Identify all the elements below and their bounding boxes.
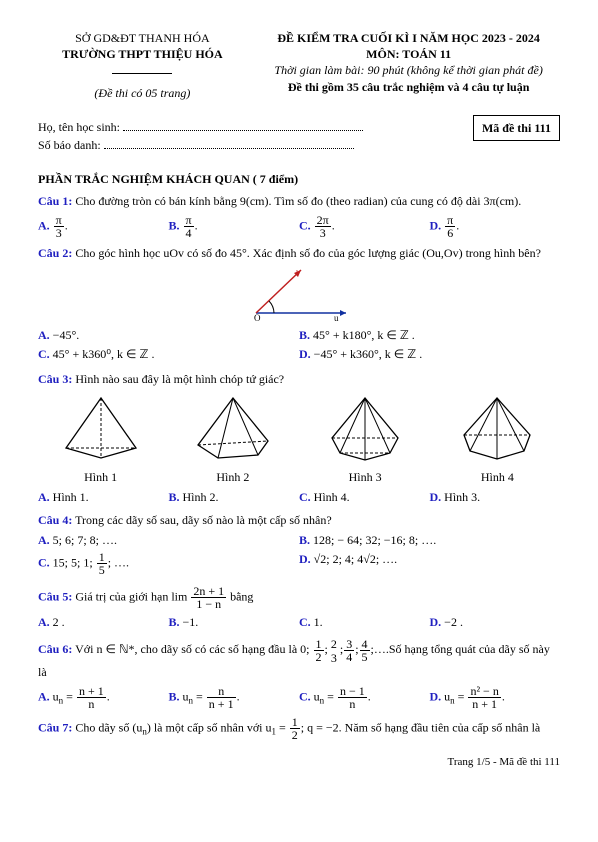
q4-opt-c: C. 15; 5; 1; 15; …. (38, 551, 299, 576)
pyramid-3: Hình 3 (302, 393, 427, 485)
page-note: (Đề thi có 05 trang) (38, 85, 247, 101)
question-5: Câu 5: Giá trị của giới hạn lim 2n + 11 … (38, 585, 560, 610)
q2-opt-d: D. −45° + k360°, k ∈ ℤ . (299, 346, 560, 362)
time: Thời gian làm bài: 90 phút (không kể thờ… (257, 62, 560, 78)
svg-text:u: u (334, 313, 339, 323)
q1-opt-a: A. π3. (38, 214, 169, 239)
q1-text: Cho đường tròn có bán kính bằng 9(cm). T… (75, 194, 521, 208)
q4-opt-b: B. 128; − 64; 32; −16; 8; …. (299, 532, 560, 548)
q1-options: A. π3. B. π4. C. 2π3. D. π6. (38, 214, 560, 239)
section-title: PHẦN TRẮC NGHIỆM KHÁCH QUAN ( 7 điểm) (38, 171, 560, 187)
q6-opt-d: D. un = n² − nn + 1. (430, 685, 561, 710)
q2-opt-b: B. 45° + k180°, k ∈ ℤ . (299, 327, 560, 343)
q1-opt-d: D. π6. (430, 214, 561, 239)
title2: MÔN: TOÁN 11 (257, 46, 560, 62)
dept: SỞ GD&ĐT THANH HÓA (38, 30, 247, 46)
pyramid-1: Hình 1 (38, 393, 163, 485)
question-6: Câu 6: Với n ∈ ℕ*, cho dãy số có các số … (38, 636, 560, 680)
q5-opt-c: C. 1. (299, 614, 430, 630)
q2-opt-c: C. 45° + k360⁰, k ∈ ℤ . (38, 346, 299, 362)
q4-opt-d: D. √2; 2; 4; 4√2; …. (299, 551, 560, 576)
pyramid-2: Hình 2 (170, 393, 295, 485)
q6-num: Câu 6: (38, 642, 72, 656)
q6-opt-c: C. un = n − 1n. (299, 685, 430, 710)
q4-options: A. 5; 6; 7; 8; …. B. 128; − 64; 32; −16;… (38, 532, 560, 579)
question-3: Câu 3: Hình nào sau đây là một hình chóp… (38, 371, 560, 387)
q3-opt-b: B. Hình 2. (169, 489, 300, 505)
question-2: Câu 2: Cho góc hình học uOv có số đo 45°… (38, 245, 560, 261)
q3-opt-a: A. Hình 1. (38, 489, 169, 505)
question-7: Câu 7: Cho dãy số (un) là một cấp số nhâ… (38, 716, 560, 741)
title1: ĐỀ KIỂM TRA CUỐI KÌ I NĂM HỌC 2023 - 202… (257, 30, 560, 46)
hdr-right: ĐỀ KIỂM TRA CUỐI KÌ I NĂM HỌC 2023 - 202… (257, 30, 560, 101)
q3-options: A. Hình 1. B. Hình 2. C. Hình 4. D. Hình… (38, 489, 560, 505)
q5-options: A. 2 . B. −1. C. 1. D. −2 . (38, 614, 560, 630)
q5-num: Câu 5: (38, 589, 72, 603)
q3-opt-d: D. Hình 3. (430, 489, 561, 505)
q6-opt-b: B. un = nn + 1. (169, 685, 300, 710)
q5-opt-a: A. 2 . (38, 614, 169, 630)
q4-text: Trong các dãy số sau, dãy số nào là một … (75, 513, 332, 527)
q3-text: Hình nào sau đây là một hình chóp tứ giá… (75, 372, 284, 386)
hdr-rule (112, 73, 172, 74)
q2-opt-a: A. −45°. (38, 327, 299, 343)
q1-opt-c: C. 2π3. (299, 214, 430, 239)
q6-options: A. un = n + 1n. B. un = nn + 1. C. un = … (38, 685, 560, 710)
q4-opt-a: A. 5; 6; 7; 8; …. (38, 532, 299, 548)
q4-num: Câu 4: (38, 513, 72, 527)
angle-diagram: O u v (42, 265, 560, 323)
q1-num: Câu 1: (38, 194, 72, 208)
pyramid-row: Hình 1 Hình 2 Hình 3 Hình 4 (38, 393, 560, 485)
q2-options: A. −45°. B. 45° + k180°, k ∈ ℤ . C. 45° … (38, 327, 560, 365)
pyramid-4: Hình 4 (435, 393, 560, 485)
id-field (104, 138, 354, 149)
compose: Đề thi gồm 35 câu trắc nghiệm và 4 câu t… (257, 79, 560, 95)
q5-opt-d: D. −2 . (430, 614, 561, 630)
school: TRƯỜNG THPT THIỆU HÓA (38, 46, 247, 62)
question-4: Câu 4: Trong các dãy số sau, dãy số nào … (38, 512, 560, 528)
q2-text: Cho góc hình học uOv có số đo 45°. Xác đ… (75, 246, 541, 260)
q2-num: Câu 2: (38, 246, 72, 260)
q1-opt-b: B. π4. (169, 214, 300, 239)
hdr-left: SỞ GD&ĐT THANH HÓA TRƯỜNG THPT THIỆU HÓA… (38, 30, 247, 101)
svg-text:O: O (254, 313, 261, 323)
exam-code: Mã đề thi 111 (473, 115, 560, 141)
q3-num: Câu 3: (38, 372, 72, 386)
page-header: SỞ GD&ĐT THANH HÓA TRƯỜNG THPT THIỆU HÓA… (38, 30, 560, 101)
page-footer: Trang 1/5 - Mã đề thi 111 (38, 755, 560, 770)
id-label: Số báo danh: (38, 138, 101, 152)
question-1: Câu 1: Cho đường tròn có bán kính bằng 9… (38, 193, 560, 209)
q6-opt-a: A. un = n + 1n. (38, 685, 169, 710)
q5-opt-b: B. −1. (169, 614, 300, 630)
q7-num: Câu 7: (38, 720, 72, 734)
name-label: Họ, tên học sinh: (38, 120, 120, 134)
q3-opt-c: C. Hình 4. (299, 489, 430, 505)
svg-text:v: v (296, 267, 301, 277)
name-field (123, 120, 363, 131)
